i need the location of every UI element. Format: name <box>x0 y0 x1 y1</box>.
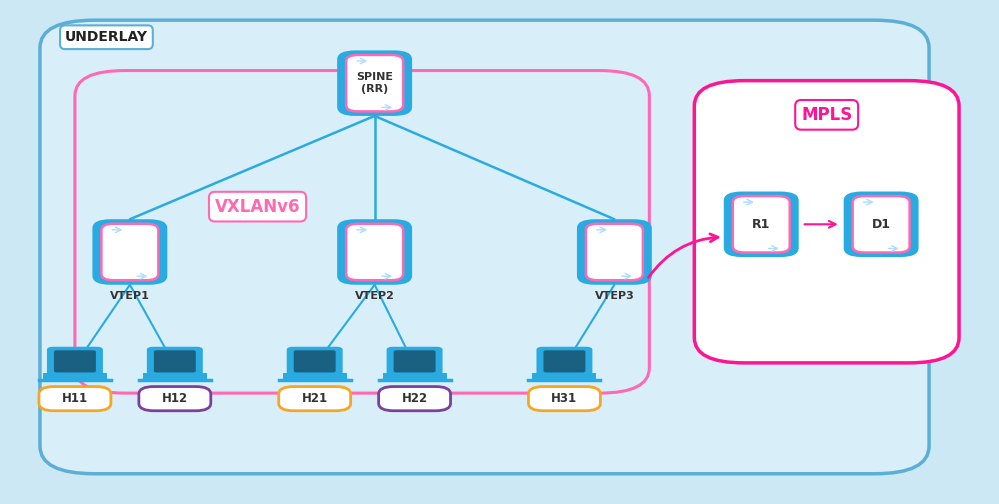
Text: D1: D1 <box>871 218 891 231</box>
FancyBboxPatch shape <box>294 350 336 372</box>
Text: H22: H22 <box>402 392 428 405</box>
Text: H31: H31 <box>551 392 577 405</box>
FancyBboxPatch shape <box>283 373 347 380</box>
FancyBboxPatch shape <box>536 347 592 376</box>
FancyBboxPatch shape <box>543 350 585 372</box>
Text: MPLS: MPLS <box>801 106 852 124</box>
FancyBboxPatch shape <box>383 373 447 380</box>
FancyBboxPatch shape <box>338 50 413 116</box>
Text: R1: R1 <box>752 218 770 231</box>
FancyBboxPatch shape <box>154 350 196 372</box>
FancyBboxPatch shape <box>139 387 211 411</box>
FancyBboxPatch shape <box>92 219 167 285</box>
Text: UNDERLAY: UNDERLAY <box>65 30 148 44</box>
FancyBboxPatch shape <box>40 20 929 474</box>
FancyBboxPatch shape <box>147 347 203 376</box>
FancyBboxPatch shape <box>102 224 158 280</box>
FancyBboxPatch shape <box>43 373 107 380</box>
FancyBboxPatch shape <box>387 347 443 376</box>
Text: SPINE
(RR): SPINE (RR) <box>356 73 394 94</box>
Text: H11: H11 <box>62 392 88 405</box>
FancyBboxPatch shape <box>585 224 643 280</box>
FancyBboxPatch shape <box>143 373 207 380</box>
FancyBboxPatch shape <box>577 219 651 285</box>
FancyBboxPatch shape <box>379 387 451 411</box>
FancyBboxPatch shape <box>287 347 343 376</box>
FancyBboxPatch shape <box>347 55 404 111</box>
FancyBboxPatch shape <box>279 387 351 411</box>
FancyBboxPatch shape <box>532 373 596 380</box>
FancyBboxPatch shape <box>723 192 799 257</box>
FancyBboxPatch shape <box>528 387 600 411</box>
Text: H21: H21 <box>302 392 328 405</box>
Text: VTEP2: VTEP2 <box>355 291 395 301</box>
FancyBboxPatch shape <box>39 387 111 411</box>
FancyBboxPatch shape <box>733 196 789 253</box>
FancyBboxPatch shape <box>853 196 910 253</box>
FancyBboxPatch shape <box>47 347 103 376</box>
Text: VTEP3: VTEP3 <box>594 291 634 301</box>
Text: VXLANv6: VXLANv6 <box>215 198 301 216</box>
FancyBboxPatch shape <box>54 350 96 372</box>
FancyBboxPatch shape <box>338 219 413 285</box>
FancyBboxPatch shape <box>347 224 404 280</box>
Text: VTEP1: VTEP1 <box>110 291 150 301</box>
FancyBboxPatch shape <box>843 192 919 257</box>
FancyBboxPatch shape <box>694 81 959 363</box>
Text: H12: H12 <box>162 392 188 405</box>
FancyBboxPatch shape <box>394 350 436 372</box>
